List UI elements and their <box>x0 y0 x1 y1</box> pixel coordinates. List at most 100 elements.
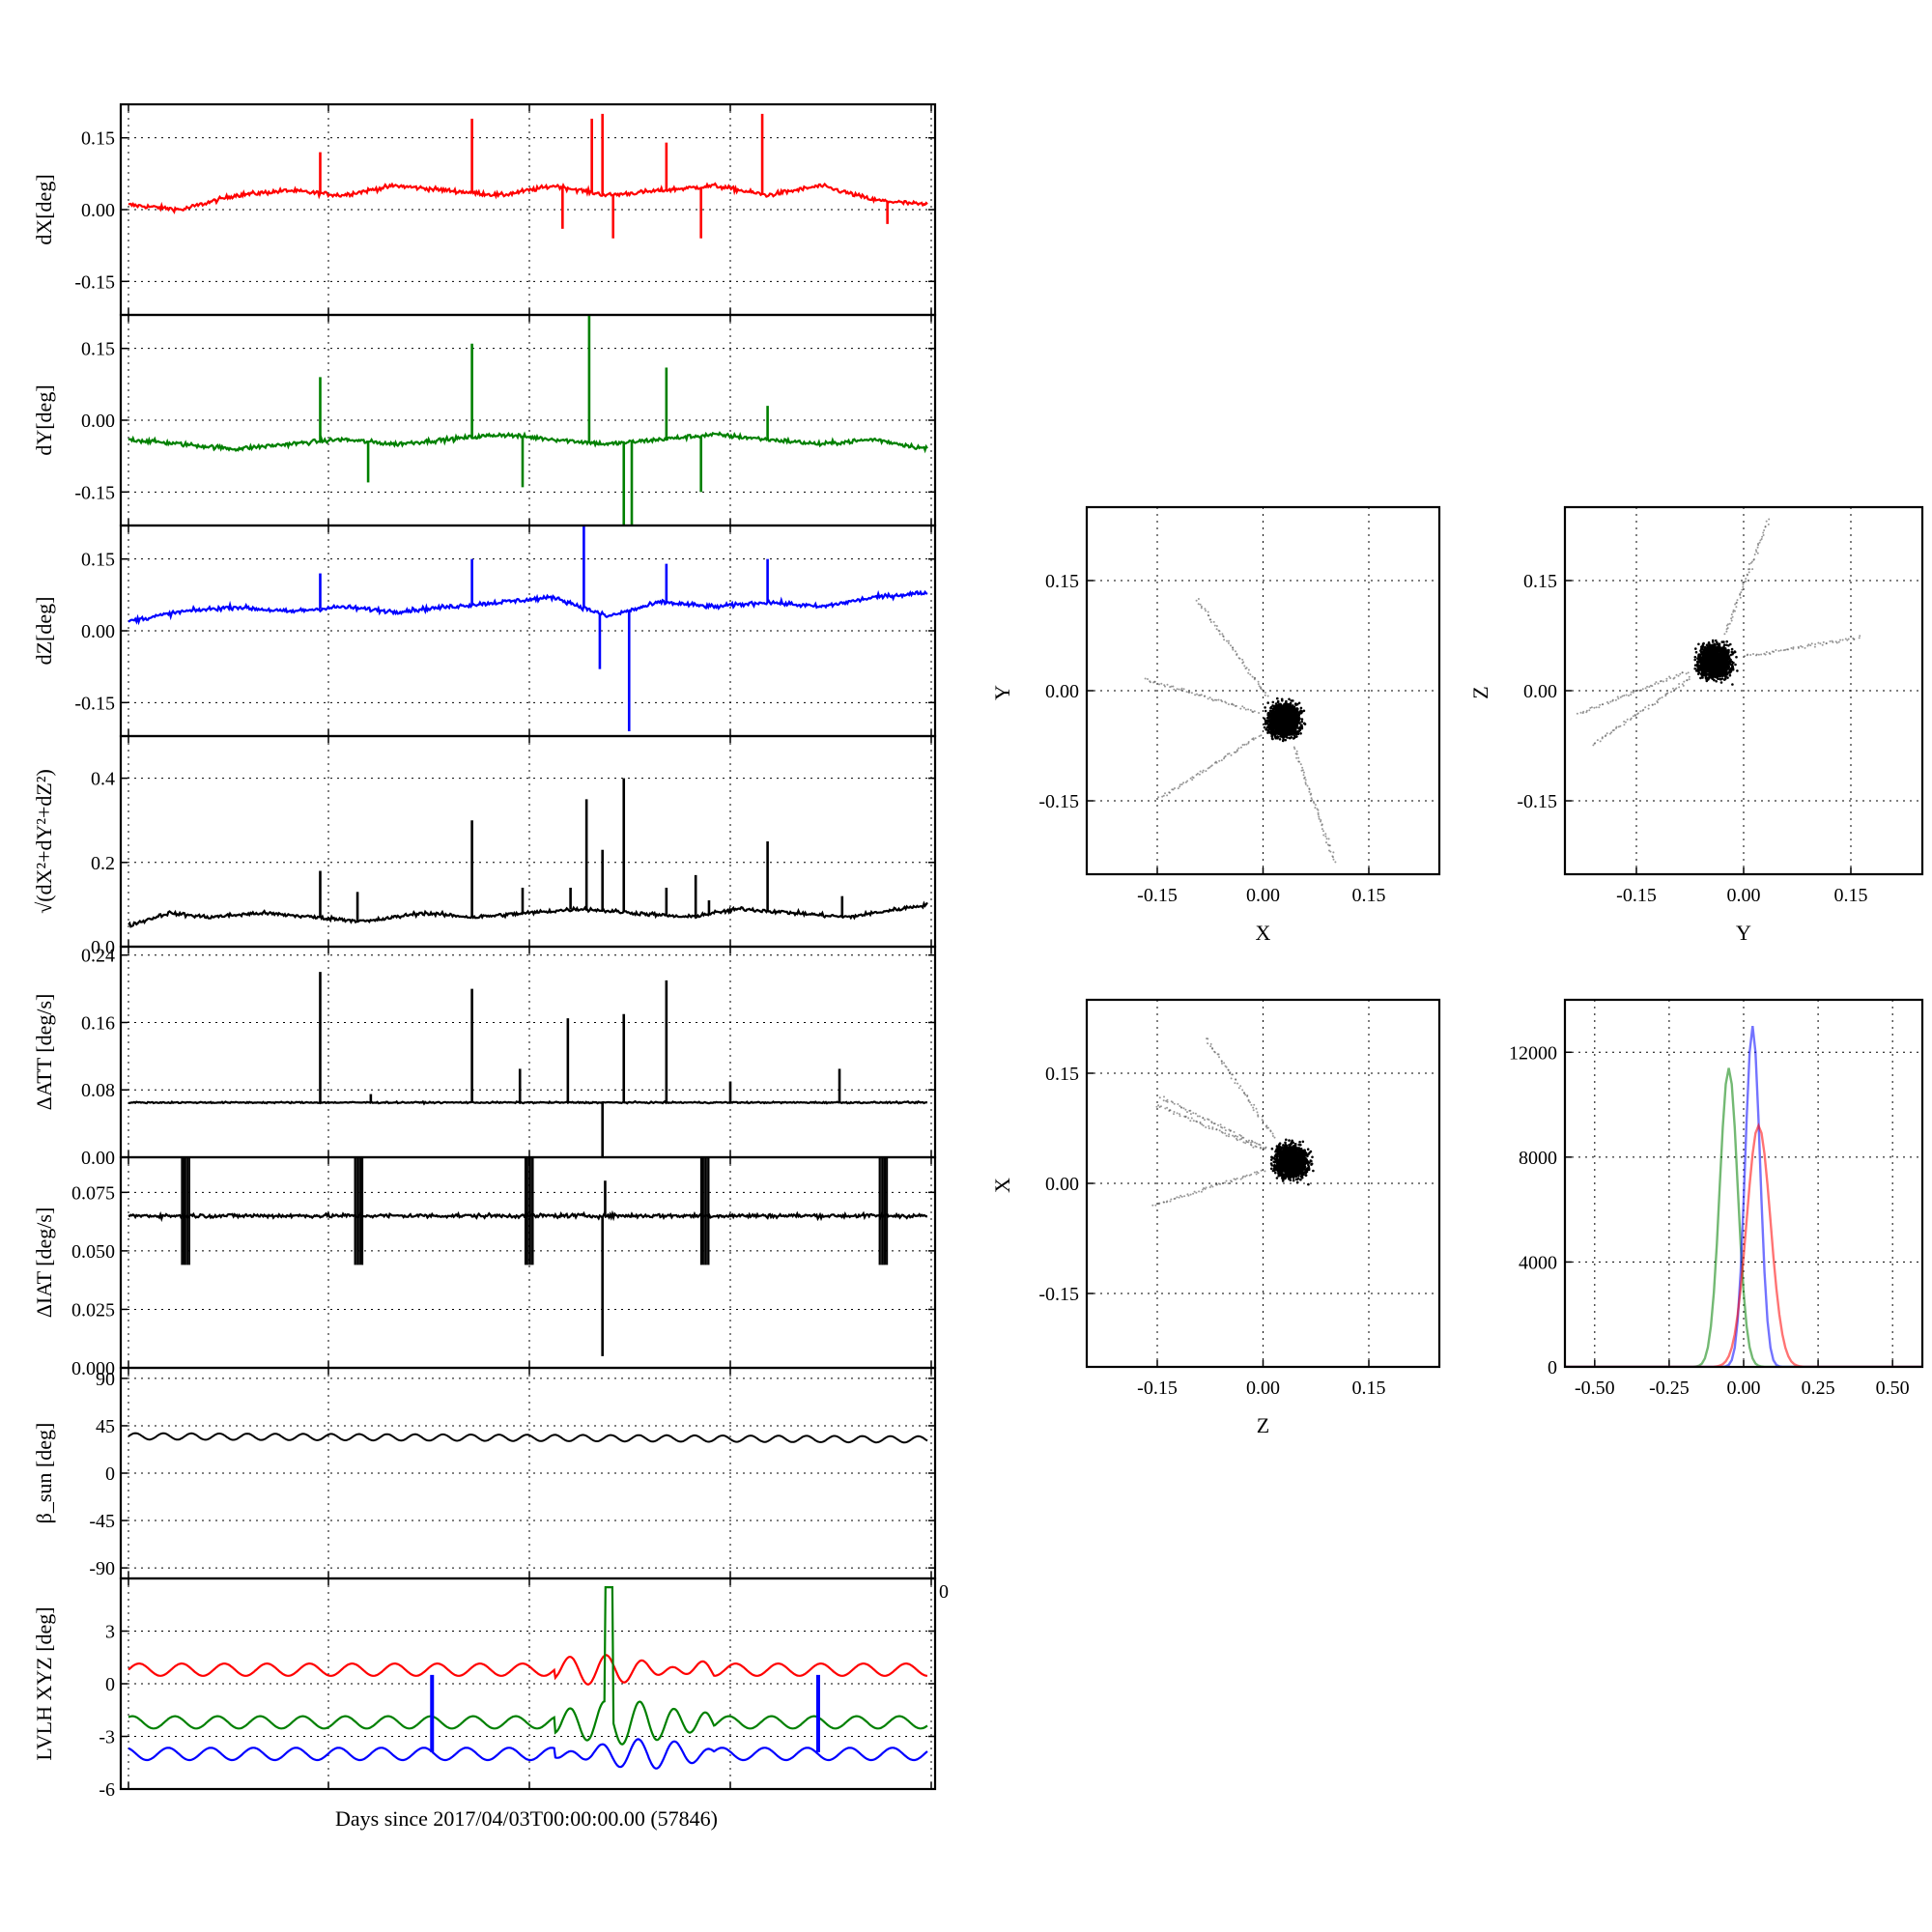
scatter-point <box>1166 794 1169 797</box>
scatter-point <box>1707 678 1710 681</box>
scatter-point <box>1764 653 1767 656</box>
scatter-point <box>1213 761 1216 764</box>
scatter-point <box>1322 830 1324 833</box>
scatter-point <box>1727 671 1730 674</box>
y-tick-label-beta: 0 <box>105 1463 115 1485</box>
scatter-point <box>1298 725 1301 729</box>
scatter-point <box>1742 585 1745 588</box>
y-tick-label-scatter_zx: 0.00 <box>1045 1174 1079 1195</box>
scatter-point <box>1672 687 1674 690</box>
y-tick-label-dZ: -0.15 <box>74 693 115 714</box>
scatter-point <box>1657 682 1660 685</box>
scatter-point <box>1707 655 1710 658</box>
scatter-point <box>1688 675 1690 678</box>
scatter-point <box>1215 625 1218 627</box>
scatter-point <box>1251 675 1254 678</box>
scatter-point <box>1253 678 1256 681</box>
scatter-point <box>1595 706 1598 709</box>
scatter-point <box>1720 654 1723 658</box>
scatter-point <box>1635 713 1638 716</box>
scatter-point <box>1290 699 1293 702</box>
scatter-point <box>1300 718 1304 721</box>
y-tick-label-lvlh: 3 <box>105 1622 115 1643</box>
scatter-point <box>1611 729 1614 732</box>
scatter-point <box>1182 781 1185 784</box>
scatter-point <box>1722 662 1725 666</box>
scatter-point <box>1149 680 1151 683</box>
scatter-point <box>1694 647 1697 650</box>
scatter-point <box>1657 701 1659 704</box>
y-tick-label-dX: -0.15 <box>74 271 115 293</box>
scatter-point <box>1822 640 1825 643</box>
series-line-norm <box>128 900 928 928</box>
scatter-point <box>1161 795 1164 798</box>
scatter-point <box>1297 701 1301 705</box>
scatter-point <box>1230 644 1232 647</box>
frame-scatter_xy <box>1085 505 1441 876</box>
scatter-point <box>1198 773 1201 776</box>
scatter-point <box>1592 744 1595 747</box>
scatter-point <box>1764 526 1767 528</box>
scatter-point <box>1299 706 1303 710</box>
scatter-point <box>1289 706 1293 709</box>
scatter-point <box>1284 738 1287 742</box>
scatter-point <box>1751 568 1754 571</box>
scatter-point <box>1711 649 1714 653</box>
scatter-point <box>1719 670 1722 674</box>
scatter-point <box>1632 715 1634 718</box>
scatter-point <box>1207 767 1209 770</box>
scatter-point <box>1222 635 1225 638</box>
scatter-point <box>1209 765 1212 768</box>
scatter-point <box>1144 677 1147 680</box>
scatter-point <box>1723 677 1727 681</box>
scatter-point <box>1632 691 1634 694</box>
scatter-point <box>1171 788 1174 791</box>
scatter-point <box>1731 668 1734 671</box>
scatter-point <box>1281 699 1284 702</box>
scatter-point <box>1251 710 1254 713</box>
scatter-point <box>1241 705 1244 708</box>
scatter-point <box>1730 617 1733 620</box>
scatter-point <box>1739 592 1742 595</box>
lvlh-series-0 <box>128 1654 928 1686</box>
scatter-point <box>1707 658 1710 662</box>
scatter-point <box>1720 652 1723 656</box>
scatter-point <box>1174 787 1176 789</box>
scatter-point <box>1777 649 1780 652</box>
scatter-point <box>1320 819 1322 821</box>
scatter-point <box>1163 684 1166 687</box>
scatter-point <box>1234 705 1236 707</box>
scatter-point <box>1314 807 1317 810</box>
scatter-point <box>1212 620 1215 623</box>
scatter-point <box>1279 724 1282 727</box>
scatter-point <box>1195 774 1198 776</box>
scatter-point <box>1621 695 1624 697</box>
scatter-point <box>1735 655 1738 659</box>
scatter-point <box>1244 668 1247 670</box>
scatter-point <box>1241 658 1244 661</box>
scatter-point <box>1742 582 1745 584</box>
scatter-point <box>1191 776 1194 779</box>
scatter-point <box>1765 651 1768 653</box>
scatter-point <box>1247 741 1250 743</box>
scatter-point <box>1688 678 1690 681</box>
scatter-point <box>1829 639 1832 642</box>
scatter-point <box>1291 725 1293 728</box>
scatter-point <box>1624 721 1627 724</box>
scatter-point <box>1293 723 1297 726</box>
scatter-point <box>1299 763 1302 766</box>
scatter-point <box>1741 588 1744 591</box>
scatter-point <box>1639 689 1642 692</box>
scatter-point <box>1152 681 1155 684</box>
scatter-point <box>1758 541 1761 544</box>
scatter-point <box>1695 663 1699 667</box>
scatter-point <box>1619 724 1622 727</box>
scatter-point <box>1757 653 1760 656</box>
scatter-point <box>1710 647 1713 650</box>
scatter-point <box>1334 861 1337 864</box>
scatter-point <box>1593 706 1596 709</box>
